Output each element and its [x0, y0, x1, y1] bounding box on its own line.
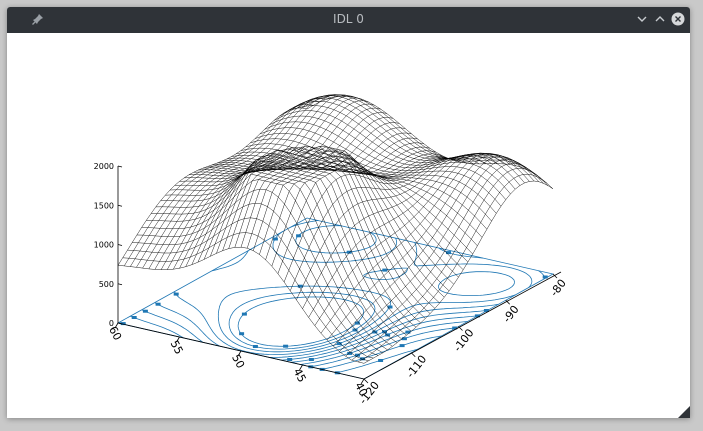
contour-label [378, 359, 384, 362]
contour-label [347, 351, 353, 355]
contour-line [237, 296, 365, 347]
x-tick-label: -90 [500, 303, 521, 325]
z-tick [117, 165, 123, 168]
contour-label [474, 314, 480, 318]
z-tick [117, 283, 123, 286]
z-tick [117, 244, 123, 246]
contour-label [446, 251, 451, 255]
z-tick-label: 1000 [94, 241, 114, 250]
maximize-icon[interactable] [653, 12, 667, 26]
resize-grip-icon[interactable] [678, 406, 690, 418]
contour-label [346, 250, 352, 254]
x-tick [505, 299, 511, 305]
close-icon[interactable] [671, 12, 685, 26]
contour-label [382, 330, 387, 334]
contour-label [382, 268, 388, 272]
contour-label [287, 358, 293, 361]
contour-label [308, 358, 314, 361]
contour-line [141, 309, 488, 361]
title-bar[interactable]: IDL 0 [7, 7, 690, 33]
contour-label [352, 328, 358, 332]
surface-mesh [117, 94, 554, 364]
y-tick [114, 322, 119, 329]
y-tick [176, 336, 180, 343]
z-tick-label: 500 [99, 280, 114, 289]
contour-label [142, 309, 148, 313]
x-tick [458, 326, 463, 331]
contour-label [372, 330, 378, 334]
contour-label [131, 316, 137, 319]
x-tick-label: -80 [548, 277, 569, 299]
contour-label [241, 312, 247, 316]
contour-label [296, 234, 302, 238]
y-tick [299, 364, 303, 371]
minimize-icon[interactable] [635, 12, 649, 26]
x-tick-label: -100 [451, 327, 477, 355]
contour-label [399, 344, 405, 348]
y-tick [237, 350, 242, 357]
contour-label [360, 357, 366, 361]
z-tick-label: 2000 [94, 162, 114, 171]
y-tick [360, 378, 365, 385]
contour-label [483, 309, 489, 312]
y-tick-label: 45 [291, 366, 309, 384]
x-tick-label: -110 [404, 353, 430, 381]
x-tick [363, 378, 369, 384]
contour-label [173, 292, 179, 296]
contour-label [239, 332, 245, 336]
z-tick [117, 204, 123, 207]
contour-label [272, 237, 278, 241]
contour-label [336, 342, 342, 346]
contour-label [155, 302, 161, 306]
x-axis-line [363, 271, 562, 380]
surface-plot[interactable]: 05001000150020006055504540-120-110-100-9… [7, 33, 690, 418]
contour-label [283, 344, 289, 348]
contour-projection [116, 217, 555, 380]
y-tick-label: 60 [106, 324, 124, 342]
contour-label [120, 322, 126, 326]
contour-label [452, 326, 458, 330]
mesh-lines [117, 94, 554, 364]
contour-label [355, 353, 360, 357]
y-tick-label: 50 [229, 352, 247, 370]
y-tick-label: 55 [168, 338, 186, 356]
x-tick [410, 352, 416, 358]
contour-label [252, 345, 258, 348]
contour-label [405, 330, 411, 334]
contour-label [542, 275, 548, 279]
x-tick [552, 273, 558, 279]
z-tick-label: 1500 [94, 201, 114, 210]
plot-axes: 05001000150020006055504540-120-110-100-9… [94, 162, 569, 407]
contour-label [297, 284, 303, 288]
contour-label [385, 333, 391, 337]
y-tick-label: 40 [352, 380, 370, 398]
contour-label [401, 337, 407, 341]
plot-window: IDL 0 0 500 1000 1500 2000 60 55 50 45 40 -120 -110… [7, 7, 690, 418]
pin-icon[interactable] [31, 12, 45, 26]
contour-label [354, 321, 360, 325]
contour-label [387, 305, 393, 309]
z-tick-label: 0 [109, 319, 114, 328]
window-title: IDL 0 [333, 12, 364, 26]
